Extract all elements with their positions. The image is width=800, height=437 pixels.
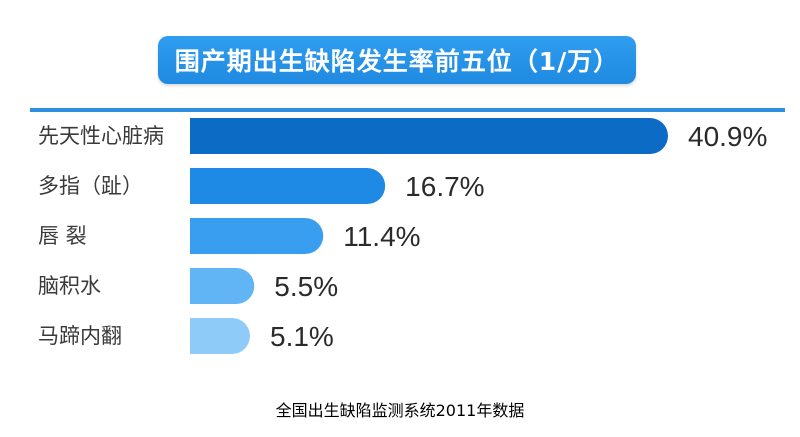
category-label: 马蹄内翻: [38, 324, 122, 348]
category-label: 先天性心脏病: [38, 124, 164, 148]
bar: [190, 268, 255, 304]
source-footnote: 全国出生缺陷监测系统2011年数据: [275, 401, 525, 420]
value-label: 40.9%: [688, 121, 767, 152]
bar: [190, 118, 668, 154]
bar: [190, 218, 324, 254]
chart-title: 围产期出生缺陷发生率前五位（1/万）: [158, 36, 636, 84]
category-label: 唇 裂: [38, 224, 87, 248]
value-label: 11.4%: [343, 221, 420, 252]
value-label: 5.5%: [274, 271, 338, 302]
bar: [190, 168, 386, 204]
category-label: 脑积水: [38, 274, 101, 298]
title-rule: [30, 108, 785, 112]
category-label: 多指（趾）: [38, 174, 143, 198]
value-label: 16.7%: [405, 171, 484, 202]
value-label: 5.1%: [270, 321, 334, 352]
bar: [190, 318, 250, 354]
